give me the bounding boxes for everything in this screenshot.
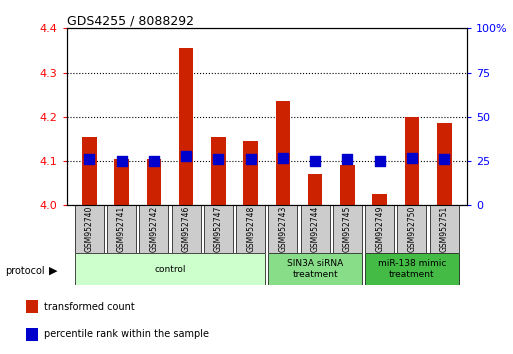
Bar bbox=[268, 205, 298, 253]
Point bbox=[85, 156, 93, 162]
Bar bbox=[398, 205, 426, 253]
Bar bbox=[308, 174, 323, 205]
Bar bbox=[82, 137, 96, 205]
Text: miR-138 mimic
treatment: miR-138 mimic treatment bbox=[378, 259, 446, 279]
Text: GSM952740: GSM952740 bbox=[85, 206, 94, 252]
Point bbox=[279, 155, 287, 160]
Bar bbox=[301, 205, 330, 253]
Text: GDS4255 / 8088292: GDS4255 / 8088292 bbox=[67, 14, 194, 27]
Bar bbox=[243, 141, 258, 205]
Point bbox=[117, 158, 126, 164]
Bar bbox=[107, 205, 136, 253]
Text: control: control bbox=[154, 264, 186, 274]
Bar bbox=[268, 253, 362, 285]
Bar bbox=[430, 205, 459, 253]
Bar bbox=[140, 205, 168, 253]
Point bbox=[440, 156, 448, 162]
Point bbox=[343, 156, 351, 162]
Bar bbox=[75, 205, 104, 253]
Bar bbox=[26, 328, 38, 341]
Text: GSM952745: GSM952745 bbox=[343, 206, 352, 252]
Bar bbox=[372, 194, 387, 205]
Bar bbox=[204, 205, 233, 253]
Text: SIN3A siRNA
treatment: SIN3A siRNA treatment bbox=[287, 259, 343, 279]
Bar bbox=[147, 159, 161, 205]
Text: GSM952743: GSM952743 bbox=[279, 206, 287, 252]
Text: GSM952742: GSM952742 bbox=[149, 206, 159, 252]
Text: GSM952746: GSM952746 bbox=[182, 206, 191, 252]
Text: GSM952750: GSM952750 bbox=[407, 206, 417, 252]
Text: percentile rank within the sample: percentile rank within the sample bbox=[44, 329, 209, 339]
Bar bbox=[333, 205, 362, 253]
Bar bbox=[171, 205, 201, 253]
Point bbox=[408, 155, 416, 160]
Text: GSM952749: GSM952749 bbox=[375, 206, 384, 252]
Text: transformed count: transformed count bbox=[44, 302, 134, 312]
Point bbox=[247, 156, 255, 162]
Bar bbox=[365, 253, 459, 285]
Bar bbox=[26, 300, 38, 313]
Text: GSM952744: GSM952744 bbox=[311, 206, 320, 252]
Bar bbox=[437, 124, 451, 205]
Bar bbox=[340, 166, 354, 205]
Text: GSM952747: GSM952747 bbox=[214, 206, 223, 252]
Text: GSM952751: GSM952751 bbox=[440, 206, 449, 252]
Point bbox=[214, 156, 223, 162]
Point bbox=[376, 158, 384, 164]
Bar bbox=[275, 101, 290, 205]
Text: ▶: ▶ bbox=[49, 266, 57, 276]
Point bbox=[311, 158, 319, 164]
Bar bbox=[211, 137, 226, 205]
Bar bbox=[236, 205, 265, 253]
Bar bbox=[114, 159, 129, 205]
Bar bbox=[179, 48, 193, 205]
Bar bbox=[75, 253, 265, 285]
Bar bbox=[405, 117, 419, 205]
Bar bbox=[365, 205, 394, 253]
Point bbox=[150, 158, 158, 164]
Text: protocol: protocol bbox=[5, 266, 45, 276]
Point bbox=[182, 153, 190, 159]
Text: GSM952741: GSM952741 bbox=[117, 206, 126, 252]
Text: GSM952748: GSM952748 bbox=[246, 206, 255, 252]
